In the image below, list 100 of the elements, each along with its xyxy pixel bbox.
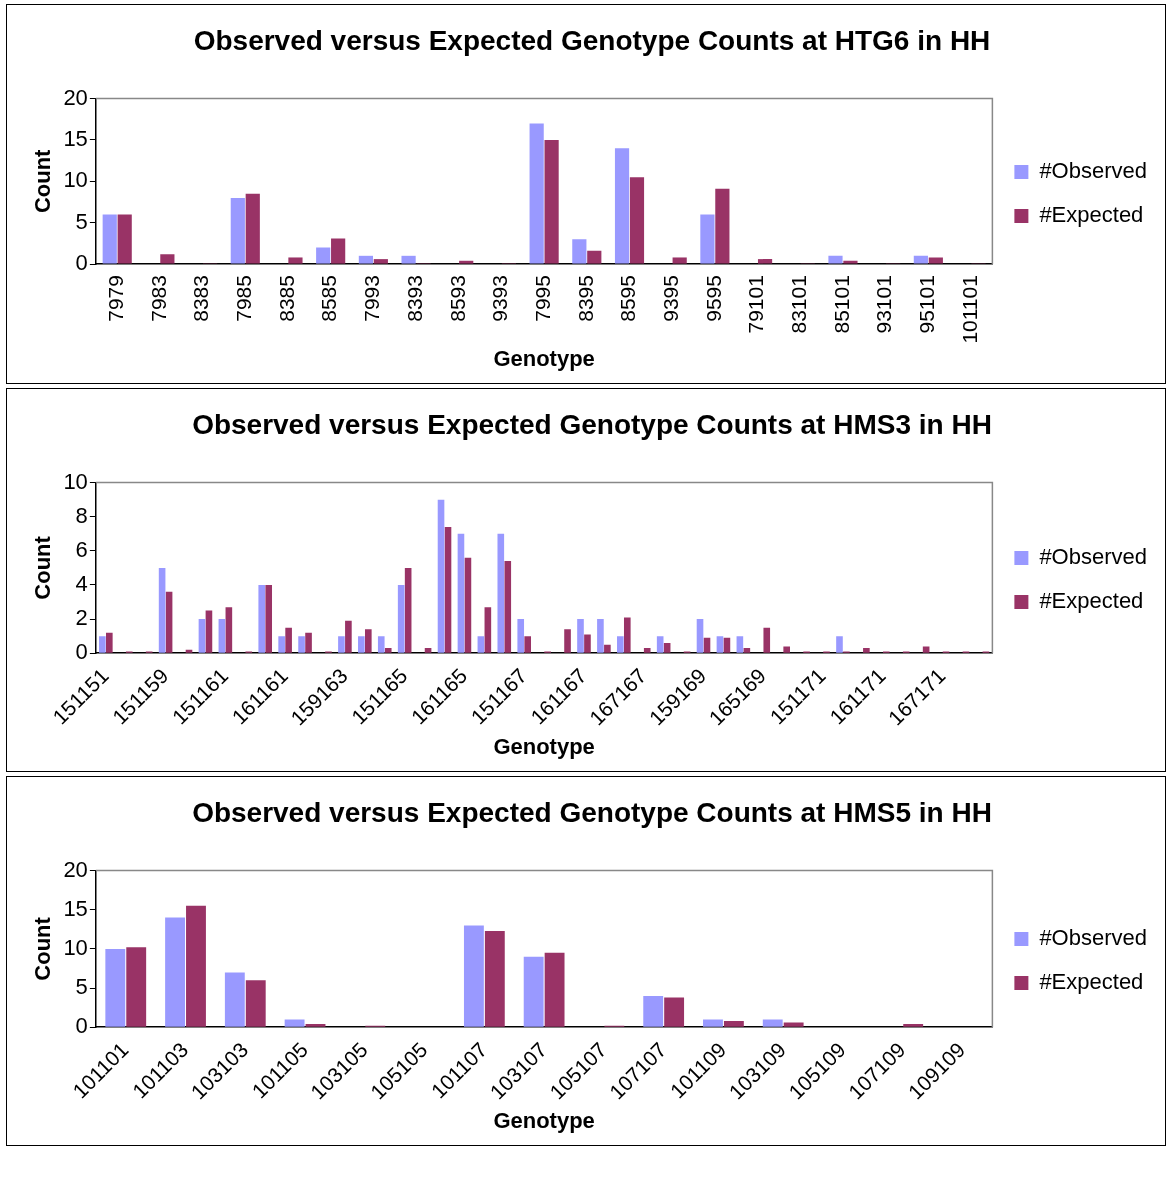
bar	[523, 956, 544, 1027]
bar	[903, 1024, 924, 1027]
bar	[218, 619, 226, 653]
bar	[464, 557, 472, 653]
bar	[529, 123, 544, 264]
bar	[497, 533, 505, 653]
x-tick-label: 9393	[488, 275, 512, 322]
bar	[345, 620, 352, 653]
bar	[358, 255, 373, 264]
bar	[584, 634, 591, 653]
bar	[564, 629, 571, 653]
bar	[656, 636, 664, 653]
x-tick-label: 8595	[616, 275, 640, 322]
bar	[643, 648, 651, 653]
x-tick-label: 79101	[744, 275, 768, 334]
bar	[298, 636, 305, 653]
bar	[384, 648, 392, 653]
bar	[524, 636, 531, 653]
legend-label: #Expected	[1039, 202, 1144, 228]
bar	[614, 148, 630, 264]
bar	[245, 193, 260, 264]
x-tick-label: 9395	[659, 275, 682, 322]
bar	[477, 636, 485, 653]
y-tick-label: 0	[75, 1013, 88, 1039]
bar	[928, 257, 943, 264]
bar	[617, 636, 624, 653]
bar	[672, 257, 687, 264]
bar	[224, 972, 245, 1027]
y-tick-label: 0	[75, 639, 88, 665]
bar	[913, 255, 928, 264]
y-tick-label: 5	[75, 208, 88, 234]
bar	[288, 257, 303, 264]
x-tick-label: 8395	[573, 275, 597, 322]
y-axis-title: Count	[30, 148, 56, 214]
bar	[863, 648, 870, 653]
bar	[700, 214, 715, 264]
bar	[305, 1024, 326, 1027]
bar	[331, 238, 346, 264]
legend-label: #Observed	[1039, 925, 1148, 951]
bar	[126, 947, 147, 1027]
chart-title: Observed versus Expected Genotype Counts at HMS5 in HH	[192, 796, 992, 828]
bar	[743, 648, 751, 653]
bar	[783, 1022, 804, 1027]
bar	[703, 637, 711, 653]
bar	[457, 533, 465, 653]
bar	[404, 567, 412, 653]
bar	[258, 584, 266, 653]
bar	[517, 619, 525, 653]
bar	[922, 646, 930, 653]
legend-label: #Expected	[1039, 969, 1144, 995]
bar	[723, 637, 731, 653]
bar	[437, 499, 445, 653]
bar	[285, 627, 292, 653]
bar	[459, 260, 474, 264]
bar	[572, 239, 587, 264]
x-tick-label: 7979	[104, 275, 128, 322]
bar	[185, 649, 193, 653]
y-axis-title: Count	[30, 535, 56, 600]
bar	[358, 636, 365, 653]
bar	[373, 259, 388, 264]
y-tick-label: 10	[63, 167, 88, 193]
x-tick-label: 7983	[146, 275, 170, 322]
bar	[401, 255, 416, 264]
y-tick-label: 8	[75, 502, 88, 528]
bar	[544, 139, 559, 264]
bar	[158, 567, 166, 653]
bar	[265, 584, 273, 653]
y-axis-title: Count	[30, 916, 56, 981]
bar	[377, 636, 385, 653]
y-tick-label: 20	[63, 856, 88, 882]
y-tick-label: 20	[63, 84, 88, 110]
bar	[604, 644, 611, 653]
bar	[623, 617, 631, 653]
bar	[284, 1019, 305, 1027]
x-axis-title: Genotype	[493, 1107, 595, 1133]
y-tick-label: 0	[75, 250, 88, 276]
bar	[783, 646, 790, 653]
y-tick-label: 10	[63, 468, 88, 494]
bar	[278, 636, 285, 653]
y-tick-label: 2	[75, 605, 88, 631]
bar	[843, 260, 858, 264]
x-tick-label: 8383	[189, 275, 213, 322]
bar	[106, 632, 113, 653]
x-tick-label: 85101	[829, 275, 853, 334]
x-tick-label: 83101	[787, 275, 811, 334]
bar	[597, 619, 604, 653]
bar	[643, 995, 664, 1027]
bar	[544, 952, 565, 1027]
x-tick-label: 7985	[232, 275, 256, 322]
bar	[736, 636, 744, 653]
chart-title: Observed versus Expected Genotype Counts at HMS3 in HH	[192, 408, 992, 440]
y-tick-label: 10	[63, 934, 88, 960]
bar	[205, 610, 213, 653]
y-tick-label: 15	[63, 895, 88, 921]
chart-title: Observed versus Expected Genotype Counts at HTG6 in HH	[193, 24, 991, 56]
bar	[198, 619, 206, 653]
bar	[424, 648, 432, 653]
bar	[316, 247, 331, 264]
y-tick-label: 15	[63, 126, 88, 152]
bar	[696, 619, 704, 653]
